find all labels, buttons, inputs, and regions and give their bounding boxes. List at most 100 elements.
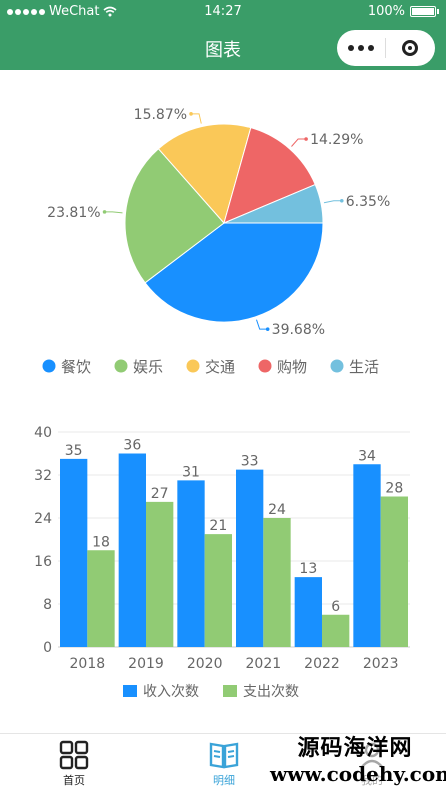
tab-home-label: 首页 xyxy=(63,774,85,787)
watermark-url: www.codehy.com xyxy=(270,762,446,786)
bar-收入次数-2018 xyxy=(60,458,88,647)
pie-slice-3 xyxy=(223,127,316,224)
book-icon xyxy=(209,742,239,769)
pie-slice-2 xyxy=(157,123,252,225)
pie-leader-line-1 xyxy=(104,211,123,214)
bar-data-label: 13 xyxy=(299,561,317,577)
bar-支出次数-2022 xyxy=(322,614,350,647)
bar-x-tick-label: 2018 xyxy=(70,656,106,672)
target-icon xyxy=(402,40,418,56)
bar-y-tick-label: 8 xyxy=(43,597,52,613)
bar-y-tick-label: 16 xyxy=(34,554,52,570)
bar-x-tick-label: 2022 xyxy=(304,656,340,672)
pie-leader-dot-1 xyxy=(102,210,107,214)
bar-收入次数-2022 xyxy=(294,577,322,647)
pie-chart: 39.68% 23.81% 15.87% 14.29% 6.35% 餐饮 娱乐 交通 购物 生活 xyxy=(42,107,390,376)
bar-支出次数-2023 xyxy=(380,496,408,647)
pie-slice-4 xyxy=(223,183,324,224)
bar-data-label: 31 xyxy=(182,464,200,480)
pie-leader-line-3 xyxy=(291,138,307,147)
pie-data-label: 15.87% xyxy=(134,107,187,123)
bar-legend-label: 收入次数 xyxy=(143,684,199,700)
watermark-title: 源码海洋网 xyxy=(297,735,413,761)
bar-收入次数-2023 xyxy=(353,464,381,647)
bar-支出次数-2021 xyxy=(263,518,291,647)
more-dot-icon xyxy=(348,45,354,51)
pie-legend-marker-1 xyxy=(114,359,128,373)
status-bar: WeChat 14:27 100% xyxy=(0,0,446,26)
battery-icon xyxy=(410,6,439,17)
bar-data-label: 34 xyxy=(358,448,376,464)
status-right: 100% xyxy=(367,4,439,19)
bar-y-tick-label: 32 xyxy=(34,468,52,484)
more-dot-icon xyxy=(368,45,374,51)
bar-收入次数-2019 xyxy=(118,453,146,647)
status-time: 14:27 xyxy=(204,4,242,19)
bar-x-tick-label: 2023 xyxy=(363,656,399,672)
bar-data-label: 18 xyxy=(92,534,110,550)
battery-percent: 100% xyxy=(367,4,405,19)
pie-legend-label: 生活 xyxy=(349,358,379,376)
pie-leader-line-2 xyxy=(191,113,202,124)
pie-leader-dot-4 xyxy=(339,199,344,203)
pie-legend-label: 购物 xyxy=(277,358,307,376)
bar-x-tick-label: 2020 xyxy=(187,656,223,672)
pie-legend-label: 交通 xyxy=(205,358,235,376)
pie-legend-label: 娱乐 xyxy=(133,358,163,376)
page-title: 图表 xyxy=(205,40,241,61)
bar-data-label: 28 xyxy=(385,481,403,497)
pie-legend-marker-0 xyxy=(42,359,56,373)
wifi-icon xyxy=(103,6,117,17)
grid-icon xyxy=(59,740,89,770)
bar-y-tick-label: 24 xyxy=(34,511,52,527)
pie-leader-dot-0 xyxy=(265,327,270,331)
close-button[interactable] xyxy=(386,40,434,56)
bar-收入次数-2020 xyxy=(177,480,205,647)
bar-支出次数-2018 xyxy=(87,550,115,647)
pie-data-label: 14.29% xyxy=(310,132,363,148)
mini-program-capsule xyxy=(337,30,435,66)
bar-data-label: 24 xyxy=(268,502,286,518)
bar-x-tick-label: 2019 xyxy=(128,656,164,672)
bar-legend-label: 支出次数 xyxy=(243,684,299,700)
pie-leader-line-4 xyxy=(323,200,342,204)
pie-data-label: 39.68% xyxy=(272,322,325,338)
capsule-divider xyxy=(385,38,386,58)
signal-icon xyxy=(7,8,45,15)
bar-data-label: 27 xyxy=(151,486,169,502)
tab-detail-label: 明细 xyxy=(213,774,235,787)
watermark: 源码海洋网 www.codehy.com xyxy=(270,734,446,786)
pie-legend-marker-3 xyxy=(258,359,272,373)
tab-detail[interactable]: 明细 xyxy=(174,740,274,788)
bar-legend-marker-0 xyxy=(123,685,137,697)
bar-y-tick-label: 40 xyxy=(34,425,52,441)
pie-data-label: 23.81% xyxy=(47,205,100,221)
more-dot-icon xyxy=(358,45,364,51)
carrier-name: WeChat xyxy=(49,4,100,19)
tab-home[interactable]: 首页 xyxy=(24,740,124,788)
pie-leader-dot-3 xyxy=(304,137,308,141)
nav-bar: 图表 xyxy=(0,26,446,70)
bar-x-tick-label: 2021 xyxy=(246,656,282,672)
pie-leader-line-0 xyxy=(256,319,268,330)
bar-支出次数-2019 xyxy=(146,501,174,647)
battery-fill xyxy=(412,8,434,15)
pie-legend-label: 餐饮 xyxy=(61,358,91,376)
pie-slice-0 xyxy=(144,222,324,323)
pie-legend-marker-4 xyxy=(330,359,344,373)
bar-支出次数-2020 xyxy=(204,534,232,647)
bar-data-label: 35 xyxy=(65,443,83,459)
pie-slice-1 xyxy=(124,148,225,284)
bar-data-label: 6 xyxy=(331,599,340,615)
status-left: WeChat xyxy=(7,4,117,19)
pie-legend-marker-2 xyxy=(186,359,200,373)
bar-data-label: 36 xyxy=(123,438,141,454)
bar-y-tick-label: 0 xyxy=(43,640,52,656)
bar-legend-marker-1 xyxy=(223,685,237,697)
pie-leader-dot-2 xyxy=(189,112,193,116)
bar-chart: 0 8 16 24 32 40 35 18 2018 36 27 2019 31 21 2020 33 24 20… xyxy=(34,425,410,700)
pie-data-label: 6.35% xyxy=(346,194,390,210)
bar-收入次数-2021 xyxy=(236,469,264,647)
bar-data-label: 21 xyxy=(209,518,227,534)
more-button[interactable] xyxy=(337,45,385,51)
